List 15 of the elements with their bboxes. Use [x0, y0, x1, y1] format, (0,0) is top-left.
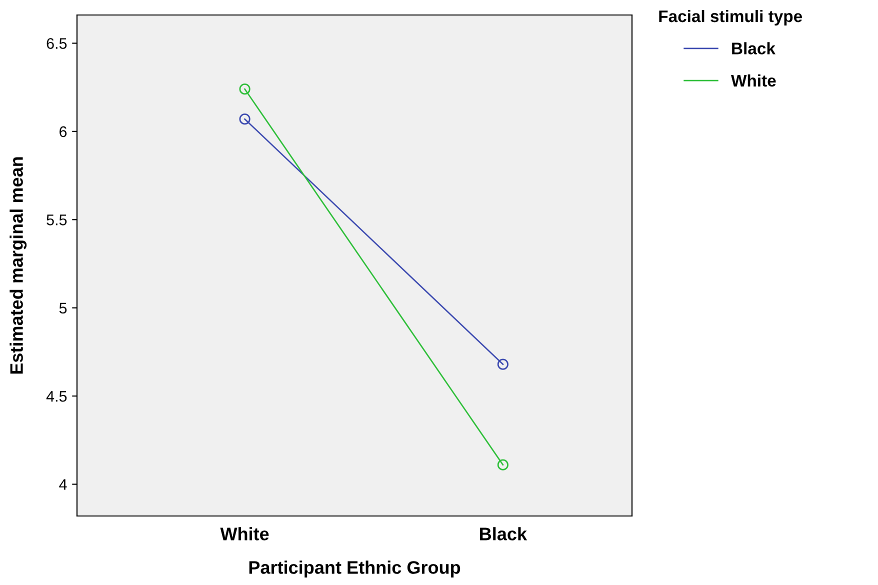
y-axis-title: Estimated marginal mean — [10, 157, 27, 374]
y-tick-label: 6.5 — [46, 38, 67, 49]
legend-label: White — [731, 74, 776, 87]
x-axis-title: Participant Ethnic Group — [249, 560, 460, 578]
point — [239, 84, 250, 95]
legend-label: Black — [732, 42, 776, 54]
point — [497, 358, 508, 370]
y-tick-label: 4.5 — [46, 391, 67, 402]
y-tick-label: 4 — [59, 479, 67, 490]
y-tick-label: 5 — [59, 302, 67, 314]
point — [239, 114, 250, 125]
y-tick-label: 5.5 — [46, 214, 67, 226]
y-tick-label: 6 — [60, 126, 67, 138]
legend-title: Facial stimuli type — [659, 10, 802, 26]
point — [497, 459, 508, 470]
